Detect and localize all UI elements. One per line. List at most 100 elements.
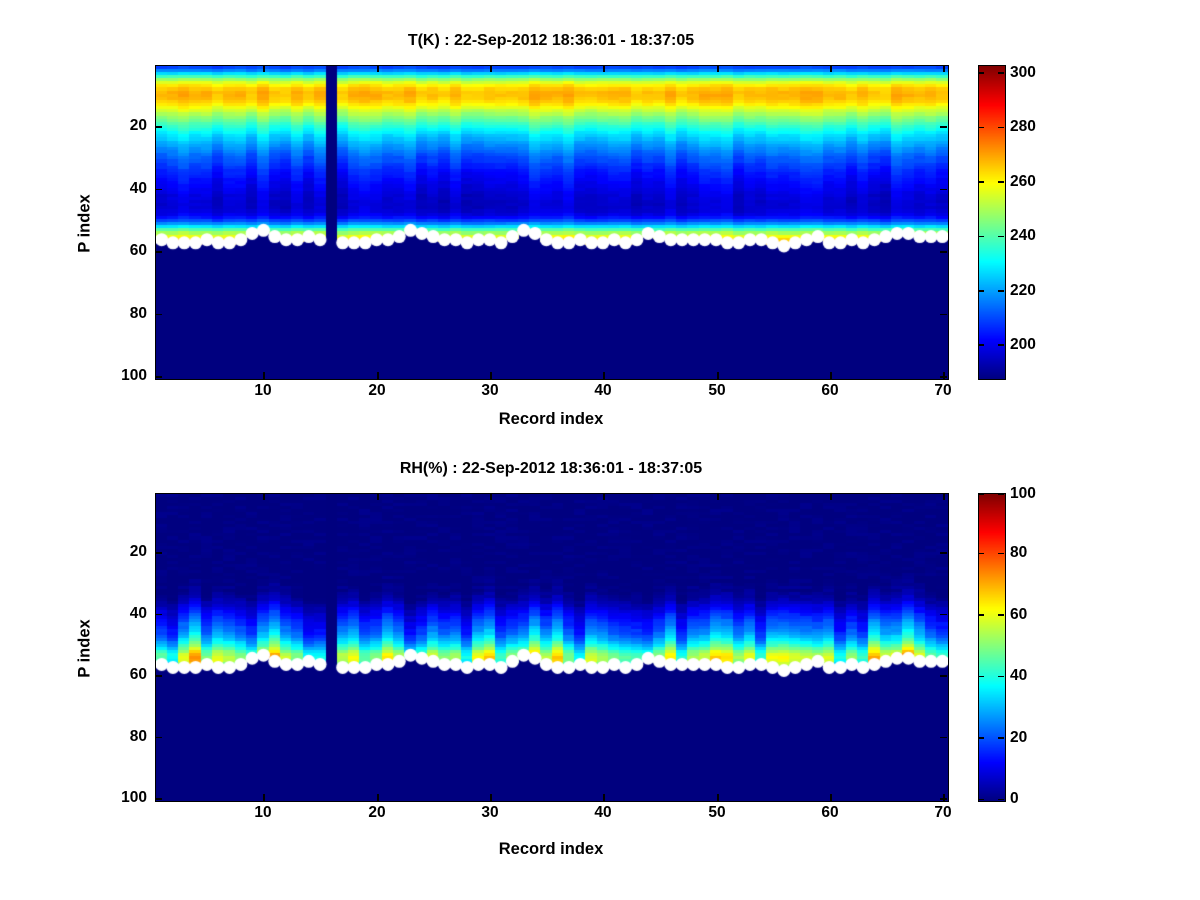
y-tick bbox=[155, 798, 162, 800]
colorbar-tick bbox=[978, 675, 984, 678]
x-tick-label: 70 bbox=[934, 804, 952, 821]
y-tick bbox=[155, 376, 162, 378]
y-tick bbox=[940, 736, 947, 739]
x-tick bbox=[263, 793, 265, 801]
colorbar-tick bbox=[978, 235, 984, 237]
colorbar-tick bbox=[998, 126, 1004, 129]
y-tick bbox=[155, 675, 162, 677]
y-tick bbox=[940, 613, 947, 616]
colorbar-tick-label: 260 bbox=[1010, 172, 1036, 190]
colorbar-tick bbox=[978, 290, 984, 292]
x-tick-label: 50 bbox=[708, 382, 726, 399]
y-tick bbox=[940, 126, 947, 128]
x-tick-label: 10 bbox=[254, 382, 272, 399]
y-tick bbox=[940, 251, 947, 253]
colorbar-tick bbox=[998, 344, 1004, 346]
y-tick bbox=[155, 251, 162, 253]
x-tick bbox=[603, 65, 605, 72]
x-tick-label: 20 bbox=[368, 382, 386, 399]
colorbar-tick bbox=[998, 290, 1004, 292]
colorbar-tick bbox=[978, 344, 984, 346]
colorbar-tick-label: 40 bbox=[1010, 667, 1028, 685]
x-tick bbox=[717, 65, 719, 72]
x-tick bbox=[603, 371, 605, 379]
colorbar-tick bbox=[978, 552, 984, 555]
colorbar-tick bbox=[998, 72, 1004, 74]
colorbar-tick bbox=[978, 72, 984, 74]
humidity-y-axis-label: P index bbox=[75, 619, 94, 678]
humidity-axes bbox=[155, 493, 949, 802]
y-tick-label: 60 bbox=[129, 666, 147, 684]
x-tick bbox=[377, 371, 379, 379]
humidity-heatmap bbox=[156, 494, 948, 801]
x-tick bbox=[263, 371, 265, 379]
x-tick bbox=[717, 793, 719, 801]
x-tick-label: 40 bbox=[594, 804, 612, 821]
y-tick bbox=[940, 552, 947, 554]
y-tick-label: 80 bbox=[129, 727, 147, 745]
x-tick-label: 60 bbox=[821, 804, 839, 821]
x-tick-label: 10 bbox=[254, 804, 272, 821]
colorbar-tick bbox=[978, 798, 984, 800]
y-tick-label: 100 bbox=[121, 789, 147, 806]
temperature-colorbar bbox=[978, 65, 1006, 380]
x-tick-label: 40 bbox=[594, 382, 612, 399]
colorbar-tick bbox=[998, 493, 1004, 495]
y-tick bbox=[155, 613, 162, 616]
y-tick bbox=[155, 736, 162, 739]
colorbar-tick-label: 0 bbox=[1010, 790, 1019, 807]
y-tick-label: 60 bbox=[129, 242, 147, 260]
temperature-x-axis-label: Record index bbox=[498, 410, 604, 428]
y-tick bbox=[940, 376, 947, 378]
x-tick-label: 30 bbox=[481, 382, 499, 399]
x-tick-label: 70 bbox=[934, 382, 952, 399]
colorbar-tick bbox=[998, 614, 1004, 616]
colorbar-tick-label: 80 bbox=[1010, 544, 1028, 562]
x-tick bbox=[263, 65, 265, 72]
x-tick-label: 30 bbox=[481, 804, 499, 821]
y-tick-label: 40 bbox=[129, 604, 147, 622]
x-tick bbox=[377, 493, 379, 500]
y-tick bbox=[940, 188, 947, 191]
y-tick-label: 100 bbox=[121, 367, 147, 385]
y-tick-label: 80 bbox=[129, 304, 147, 322]
colorbar-tick-label: 220 bbox=[1010, 281, 1036, 299]
temperature-heatmap bbox=[156, 66, 948, 379]
colorbar-tick-label: 300 bbox=[1010, 63, 1036, 81]
humidity-colorbar-gradient bbox=[979, 494, 1005, 801]
y-tick bbox=[155, 552, 162, 554]
x-tick bbox=[263, 493, 265, 500]
x-tick-label: 20 bbox=[368, 804, 386, 821]
colorbar-tick bbox=[998, 798, 1004, 800]
x-tick-label: 50 bbox=[708, 804, 726, 821]
x-tick bbox=[943, 793, 945, 801]
colorbar-tick-label: 20 bbox=[1010, 728, 1028, 746]
temperature-colorbar-gradient bbox=[979, 66, 1005, 379]
colorbar-tick-label: 280 bbox=[1010, 118, 1036, 136]
colorbar-tick bbox=[998, 737, 1004, 739]
humidity-plot-title: RH(%) : 22-Sep-2012 18:36:01 - 18:37:05 bbox=[399, 460, 703, 477]
y-tick-label: 20 bbox=[129, 543, 147, 561]
x-tick-label: 60 bbox=[821, 382, 839, 399]
x-tick bbox=[490, 65, 492, 72]
x-tick bbox=[377, 65, 379, 72]
x-tick bbox=[830, 493, 832, 500]
y-tick bbox=[155, 188, 162, 191]
x-tick bbox=[377, 793, 379, 801]
temperature-panel: T(K) : 22-Sep-2012 18:36:01 - 18:37:05 1… bbox=[76, 32, 1036, 428]
x-tick bbox=[830, 371, 832, 379]
humidity-colorbar bbox=[978, 493, 1006, 802]
x-tick bbox=[943, 493, 945, 500]
y-tick bbox=[155, 126, 162, 128]
x-tick bbox=[490, 371, 492, 379]
temperature-axes bbox=[155, 65, 949, 380]
colorbar-tick bbox=[998, 235, 1004, 237]
x-tick bbox=[943, 371, 945, 379]
colorbar-tick bbox=[978, 614, 984, 616]
colorbar-tick bbox=[978, 126, 984, 129]
y-tick bbox=[940, 798, 947, 800]
colorbar-tick bbox=[998, 552, 1004, 555]
y-tick bbox=[155, 313, 162, 316]
